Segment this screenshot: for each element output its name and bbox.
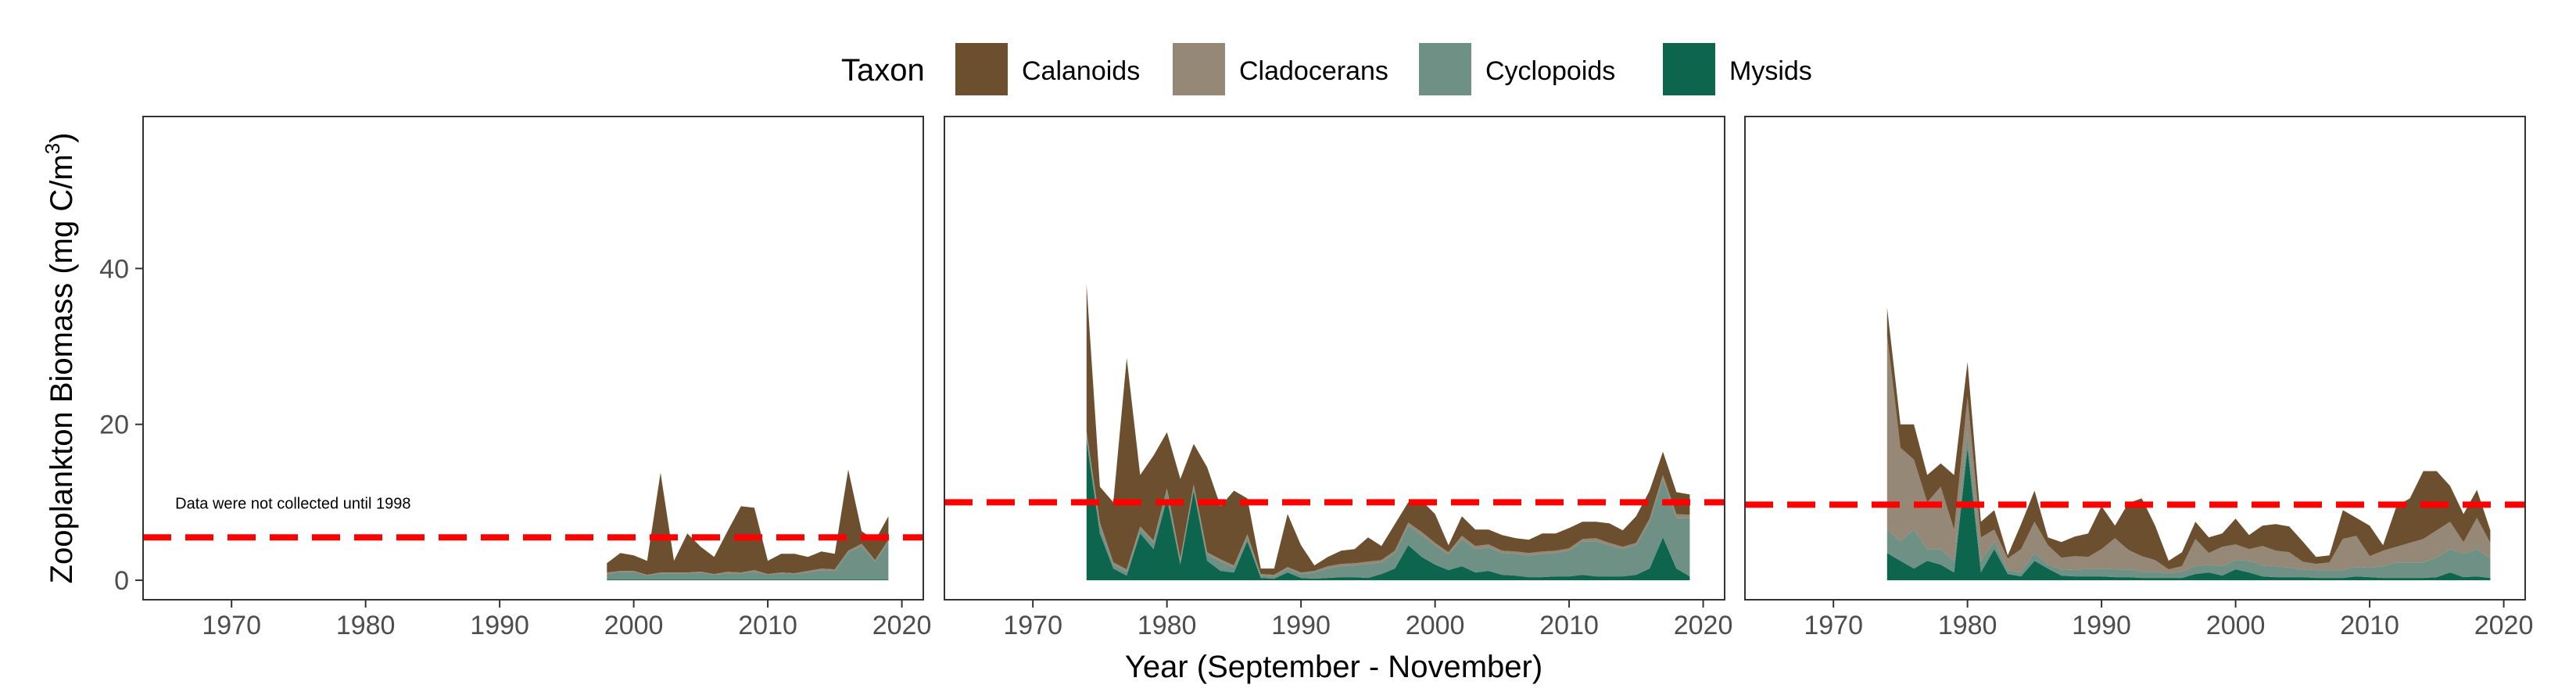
panel-1: Data were not collected until 1998 1970 19… — [99, 116, 932, 640]
x-tick-label: 2010 — [1539, 611, 1599, 640]
area-calanoids — [1886, 307, 2491, 570]
x-tick-label: 2000 — [1406, 611, 1465, 640]
x-tick-label: 1990 — [470, 611, 529, 640]
x-tick-label: 2000 — [2206, 611, 2266, 640]
panel-border — [142, 116, 924, 601]
area-cladocerans — [607, 540, 889, 576]
y-axis-title: Zooplankton Biomass (mg C/m3) — [41, 133, 79, 584]
area-cyclopoids — [1086, 433, 1690, 579]
panel-3: 1970 1980 1990 2000 2010 2020 — [1744, 116, 2534, 640]
legend-label-cyclopoids: Cyclopoids — [1485, 56, 1615, 86]
legend-label-cladocerans: Cladocerans — [1239, 56, 1388, 86]
y-tick-label: 40 — [99, 254, 129, 284]
legend-key-mysids — [1663, 43, 1715, 95]
x-tick-label: 1970 — [202, 611, 261, 640]
area-cladocerans — [1886, 335, 2491, 574]
legend-label-calanoids: Calanoids — [1022, 56, 1140, 86]
legend-title: Taxon — [841, 53, 925, 88]
x-tick-label: 2020 — [1674, 611, 1733, 640]
area-cyclopoids — [607, 542, 889, 580]
legend: Taxon Calanoids Cladocerans Cyclopoids Mysid… — [841, 43, 1812, 95]
panel-border — [1744, 116, 2526, 601]
x-tick-label: 1970 — [1804, 611, 1863, 640]
x-tick-label: 2020 — [872, 611, 932, 640]
x-tick-label: 1980 — [336, 611, 396, 640]
x-tick-label: 1990 — [1271, 611, 1331, 640]
y-tick-label: 0 — [114, 566, 129, 596]
x-tick-label: 1970 — [1003, 611, 1062, 640]
legend-key-cyclopoids — [1419, 43, 1471, 95]
y-tick-label: 20 — [99, 411, 129, 440]
x-tick-label: 1980 — [1938, 611, 1997, 640]
legend-key-cladocerans — [1173, 43, 1225, 95]
x-axis-title: Year (September - November) — [1125, 650, 1542, 684]
x-tick-label: 2020 — [2474, 611, 2534, 640]
area-calanoids — [607, 469, 889, 575]
x-tick-label: 1990 — [2072, 611, 2131, 640]
panel-2: 1970 1980 1990 2000 2010 2020 — [944, 116, 1733, 640]
panel-border — [944, 116, 1725, 601]
area-calanoids — [1086, 284, 1690, 575]
area-mysids — [1086, 439, 1690, 581]
y-axis-title-main: Zooplankton Biomass (mg C/m — [45, 154, 79, 583]
legend-label-mysids: Mysids — [1729, 56, 1812, 86]
y-axis-title-close: ) — [45, 133, 79, 143]
y-axis-title-superscript: 3 — [41, 143, 64, 154]
annotation: Data were not collected until 1998 — [175, 495, 410, 512]
x-tick-label: 2010 — [738, 611, 797, 640]
x-tick-label: 2000 — [604, 611, 664, 640]
legend-key-calanoids — [955, 43, 1008, 95]
area-mysids — [607, 579, 889, 581]
x-tick-label: 2010 — [2340, 611, 2399, 640]
area-cyclopoids — [1886, 432, 2491, 579]
x-tick-label: 1980 — [1138, 611, 1197, 640]
